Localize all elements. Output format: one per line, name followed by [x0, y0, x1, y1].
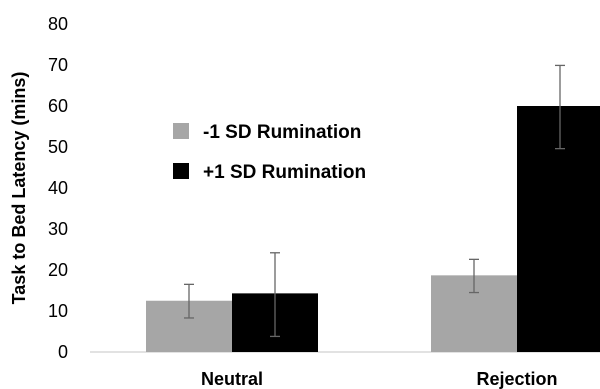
category-label: Neutral — [201, 369, 263, 389]
bar — [517, 106, 600, 352]
y-tick-label: 60 — [48, 96, 68, 116]
y-tick-label: 10 — [48, 301, 68, 321]
y-axis-ticks: 0 10 20 30 40 50 60 70 80 — [48, 14, 68, 362]
y-tick-label: 30 — [48, 219, 68, 239]
legend: -1 SD Rumination +1 SD Rumination — [173, 122, 366, 183]
y-tick-label: 70 — [48, 55, 68, 75]
legend-label: +1 SD Rumination — [203, 162, 366, 183]
legend-swatch — [173, 123, 189, 139]
y-axis-title: Task to Bed Latency (mins) — [9, 72, 29, 305]
y-tick-label: 0 — [58, 342, 68, 362]
error-bars — [184, 64, 565, 338]
y-tick-label: 20 — [48, 260, 68, 280]
category-label: Rejection — [476, 369, 557, 389]
y-tick-label: 80 — [48, 14, 68, 34]
legend-label: -1 SD Rumination — [203, 122, 361, 143]
legend-swatch — [173, 163, 189, 179]
x-axis-categories: Neutral Rejection — [201, 369, 558, 389]
y-tick-label: 40 — [48, 178, 68, 198]
y-tick-label: 50 — [48, 137, 68, 157]
